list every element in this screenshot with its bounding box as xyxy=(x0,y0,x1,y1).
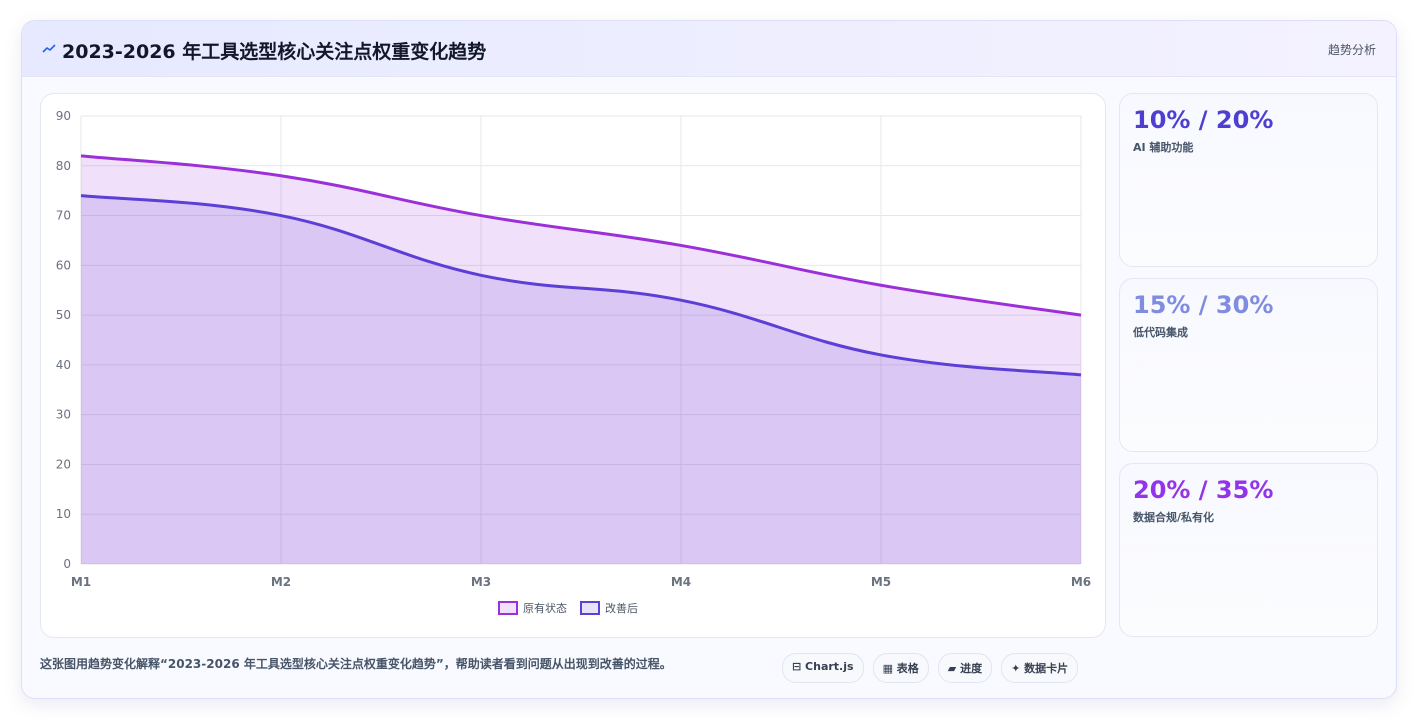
y-tick-label: 20 xyxy=(56,457,71,471)
x-tick-label: M4 xyxy=(671,575,691,589)
tool-button[interactable]: ✦ 数据卡片 xyxy=(1001,653,1079,683)
y-tick-label: 30 xyxy=(56,408,71,422)
x-tick-label: M1 xyxy=(71,575,91,589)
y-tick-label: 70 xyxy=(56,209,71,223)
dashboard-card: 2023-2026 年工具选型核心关注点权重变化趋势 趋势分析 0 10 20 30 4… xyxy=(21,20,1397,699)
chart-panel: 0 10 20 30 40 50 60 70 80 90 M1 M2 M3 M4 M5 M6 原有状态 改善后 xyxy=(40,93,1106,638)
area xyxy=(81,195,1081,564)
y-tick-label: 10 xyxy=(56,507,71,521)
y-tick-label: 80 xyxy=(56,159,71,173)
stat-value: 10% / 20% xyxy=(1133,106,1274,134)
header-icon xyxy=(42,44,56,53)
chart: 0 10 20 30 40 50 60 70 80 90 M1 M2 M3 M4 M5 M6 原有状态 改善后 xyxy=(56,109,1091,615)
y-tick-label: 90 xyxy=(56,109,71,123)
line xyxy=(80,154,1082,317)
x-tick-label: M5 xyxy=(871,575,891,589)
stat-label: 数据合规/私有化 xyxy=(1133,511,1215,524)
x-tick-label: M6 xyxy=(1071,575,1091,589)
stat-card: 20% / 35% 数据合规/私有化 xyxy=(1119,463,1378,637)
legend-swatch[interactable] xyxy=(498,601,518,615)
y-tick-label: 40 xyxy=(56,358,71,372)
stat-card: 10% / 20% AI 辅助功能 xyxy=(1119,93,1378,267)
tool-button[interactable]: ⊟ Chart.js xyxy=(782,653,864,683)
y-tick-label: 50 xyxy=(56,308,71,322)
y-tick-label: 60 xyxy=(56,258,71,272)
title: 2023-2026 年工具选型核心关注点权重变化趋势 xyxy=(62,41,487,63)
legend-label[interactable]: 改善后 xyxy=(605,601,638,615)
line xyxy=(80,194,1082,377)
stat-label: AI 辅助功能 xyxy=(1133,141,1194,154)
footer-buttons: ⊟ Chart.js ▦ 表格 ▰ 进度 ✦ 数据卡片 xyxy=(782,653,1079,683)
stat-label: 低代码集成 xyxy=(1133,326,1188,339)
stat-card: 15% / 30% 低代码集成 xyxy=(1119,278,1378,452)
area xyxy=(81,155,1081,565)
y-tick-label: 0 xyxy=(63,557,71,571)
tool-button[interactable]: ▰ 进度 xyxy=(937,653,993,683)
x-tick-label: M3 xyxy=(471,575,491,589)
header: 2023-2026 年工具选型核心关注点权重变化趋势 趋势分析 xyxy=(22,21,1396,77)
footer-text: 这张图用趋势变化解释“2023-2026 年工具选型核心关注点权重变化趋势”，帮… xyxy=(40,657,672,671)
tool-button[interactable]: ▦ 表格 xyxy=(872,653,929,683)
x-tick-label: M2 xyxy=(271,575,291,589)
stat-value: 15% / 30% xyxy=(1133,291,1274,319)
legend-label[interactable]: 原有状态 xyxy=(523,601,567,615)
header-tag: 趋势分析 xyxy=(1327,43,1376,57)
stat-value: 20% / 35% xyxy=(1133,476,1274,504)
legend-swatch[interactable] xyxy=(580,601,600,615)
